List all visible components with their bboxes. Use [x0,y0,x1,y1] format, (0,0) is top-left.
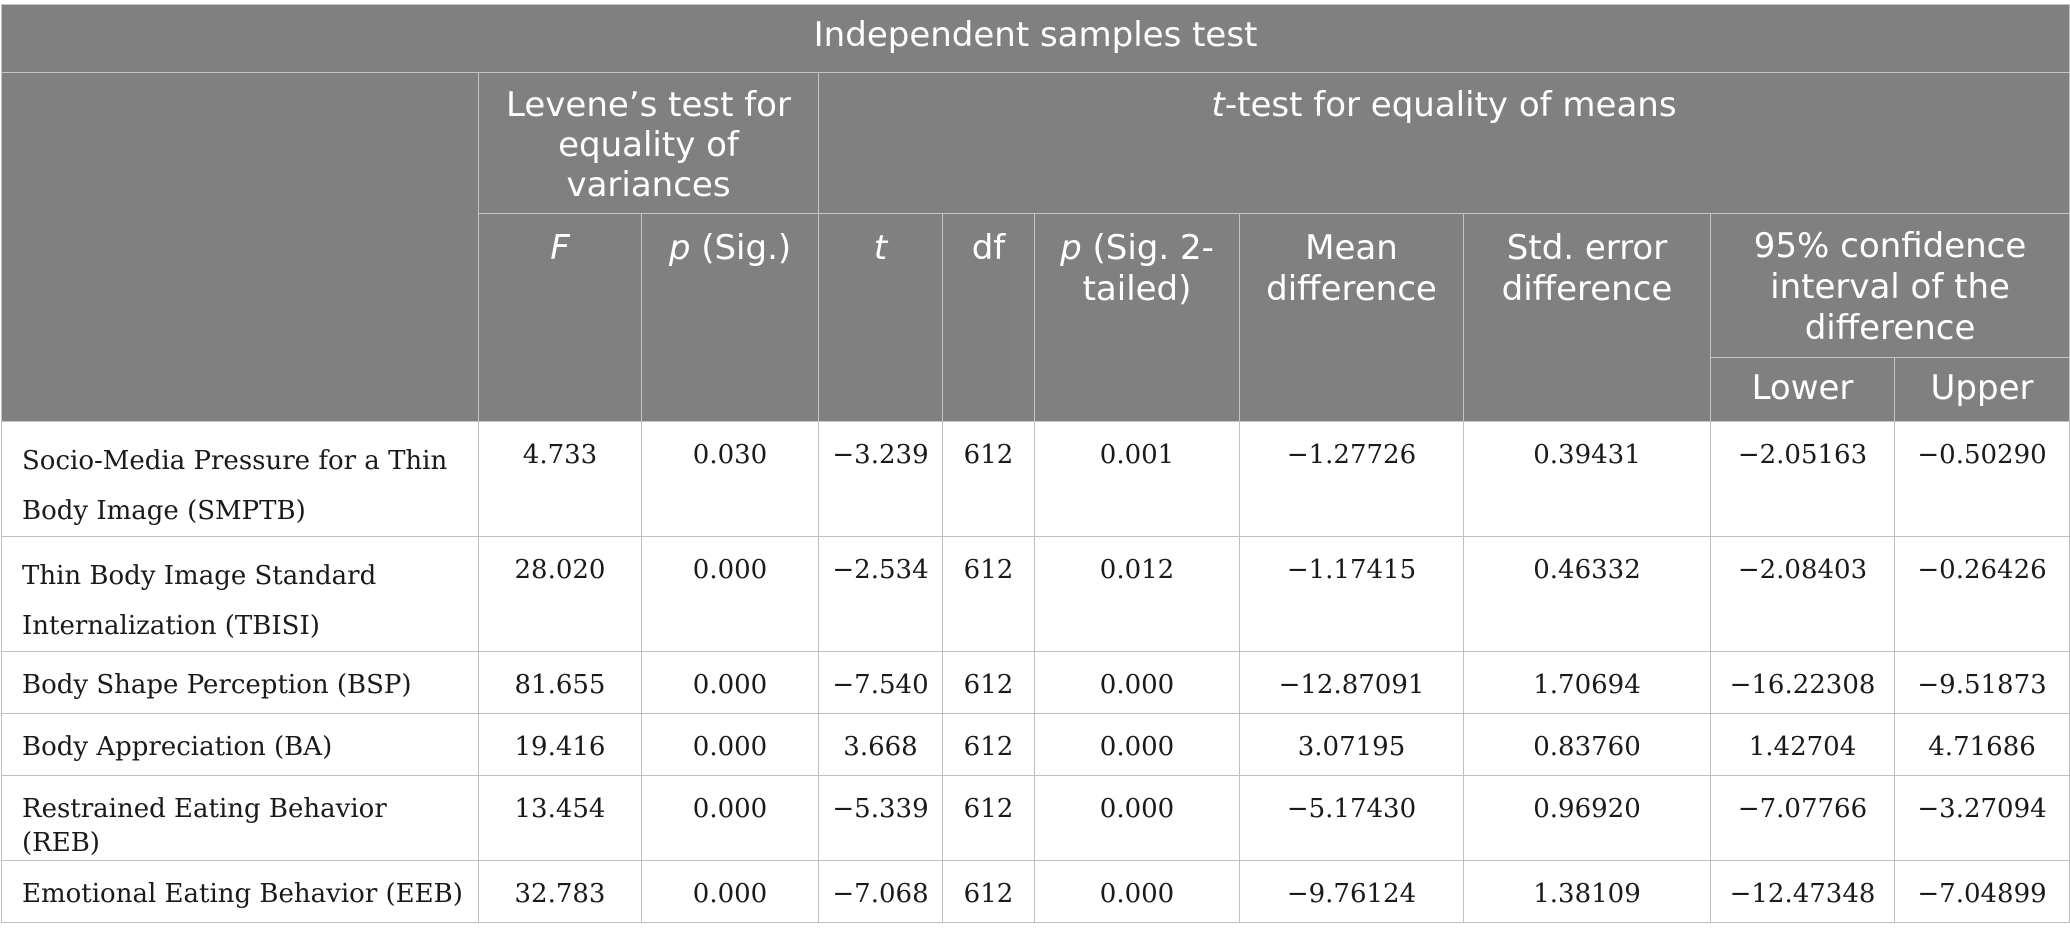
cell-df: 612 [942,775,1035,861]
p-italic: p [1060,228,1082,268]
table-row: Thin Body Image Standard Internalization… [1,536,2070,652]
cell-upper: −9.51873 [1893,651,2070,714]
col-header-mean-difference: Mean difference [1239,213,1464,422]
cell-p-2tailed: 0.000 [1034,775,1240,861]
cell-t: −2.534 [818,536,943,652]
table-row: Socio-Media Pressure for a Thin Body Ima… [1,421,2070,537]
cell-p-2tailed: 0.000 [1034,860,1240,923]
p-2tailed-label: (Sig. 2-tailed) [1081,228,1214,309]
cell-lower: 1.42704 [1710,713,1895,776]
cell-std-error-difference: 0.96920 [1463,775,1711,861]
cell-df: 612 [942,860,1035,923]
table-header: Independent samples test Levene’s test f… [0,4,2070,422]
p-italic: p [668,228,691,268]
cell-t: −7.540 [818,651,943,714]
cell-f: 4.733 [478,421,642,537]
cell-p-sig: 0.000 [641,651,819,714]
cell-p-2tailed: 0.001 [1034,421,1240,537]
cell-f: 13.454 [478,775,642,861]
cell-lower: −12.47348 [1710,860,1895,923]
cell-p-sig: 0.000 [641,775,819,861]
p-sig-label: (Sig.) [690,228,792,268]
cell-f: 28.020 [478,536,642,652]
cell-mean-difference: −1.27726 [1239,421,1464,537]
cell-upper: −0.26426 [1893,536,2070,652]
col-header-p-2tailed: p (Sig. 2-tailed) [1034,213,1240,422]
ttest-group-label: -test for equality of means [1224,85,1677,125]
cell-df: 612 [942,651,1035,714]
cell-df: 612 [942,421,1035,537]
row-label: Restrained Eating Behavior (REB) [1,775,479,861]
cell-mean-difference: −5.17430 [1239,775,1464,861]
col-header-p-sig: p (Sig.) [641,213,819,422]
table-row: Body Appreciation (BA) 19.416 0.000 3.66… [1,713,2070,776]
cell-mean-difference: −1.17415 [1239,536,1464,652]
cell-lower: −2.08403 [1710,536,1895,652]
cell-p-2tailed: 0.000 [1034,713,1240,776]
cell-mean-difference: −12.87091 [1239,651,1464,714]
cell-std-error-difference: 1.70694 [1463,651,1711,714]
levene-group-header: Levene’s test for equality of variances [478,72,819,214]
cell-upper: −0.50290 [1893,421,2070,537]
cell-mean-difference: 3.07195 [1239,713,1464,776]
cell-f: 19.416 [478,713,642,776]
cell-t: −7.068 [818,860,943,923]
cell-mean-difference: −9.76124 [1239,860,1464,923]
col-header-std-error-difference: Std. error difference [1463,213,1711,422]
cell-lower: −16.22308 [1710,651,1895,714]
table-row: Body Shape Perception (BSP) 81.655 0.000… [1,651,2070,714]
variable-header-blank [1,72,479,422]
independent-samples-table: Independent samples test Levene’s test f… [0,4,2070,923]
cell-std-error-difference: 0.83760 [1463,713,1711,776]
cell-lower: −7.07766 [1710,775,1895,861]
cell-p-2tailed: 0.000 [1034,651,1240,714]
cell-t: 3.668 [818,713,943,776]
cell-df: 612 [942,713,1035,776]
col-header-f: F [478,213,642,422]
row-label: Socio-Media Pressure for a Thin Body Ima… [1,421,479,537]
cell-upper: −7.04899 [1893,860,2070,923]
cell-upper: −3.27094 [1893,775,2070,861]
table-body: Socio-Media Pressure for a Thin Body Ima… [1,421,2070,923]
cell-p-2tailed: 0.012 [1034,536,1240,652]
col-header-confidence-interval: 95% confidence interval of the differenc… [1709,213,2070,358]
col-header-df: df [942,213,1035,422]
col-header-lower: Lower [1710,357,1895,422]
table-row: Emotional Eating Behavior (EEB) 32.783 0… [1,860,2070,923]
cell-p-sig: 0.000 [641,860,819,923]
table-row: Restrained Eating Behavior (REB) 13.454 … [1,775,2070,861]
cell-t: −3.239 [818,421,943,537]
cell-lower: −2.05163 [1710,421,1895,537]
row-label: Emotional Eating Behavior (EEB) [1,860,479,923]
cell-std-error-difference: 1.38109 [1463,860,1711,923]
cell-f: 81.655 [478,651,642,714]
cell-upper: 4.71686 [1893,713,2070,776]
cell-t: −5.339 [818,775,943,861]
col-header-upper: Upper [1893,357,2070,422]
row-label: Body Appreciation (BA) [1,713,479,776]
row-label: Thin Body Image Standard Internalization… [1,536,479,652]
cell-f: 32.783 [478,860,642,923]
ttest-italic-t: t [1211,85,1225,125]
cell-p-sig: 0.000 [641,713,819,776]
cell-std-error-difference: 0.46332 [1463,536,1711,652]
col-header-t: t [818,213,943,422]
cell-p-sig: 0.030 [641,421,819,537]
cell-p-sig: 0.000 [641,536,819,652]
ttest-group-header: t-test for equality of means [817,72,2070,214]
row-label: Body Shape Perception (BSP) [1,651,479,714]
cell-df: 612 [942,536,1035,652]
cell-std-error-difference: 0.39431 [1463,421,1711,537]
table-title: Independent samples test [0,4,2070,73]
